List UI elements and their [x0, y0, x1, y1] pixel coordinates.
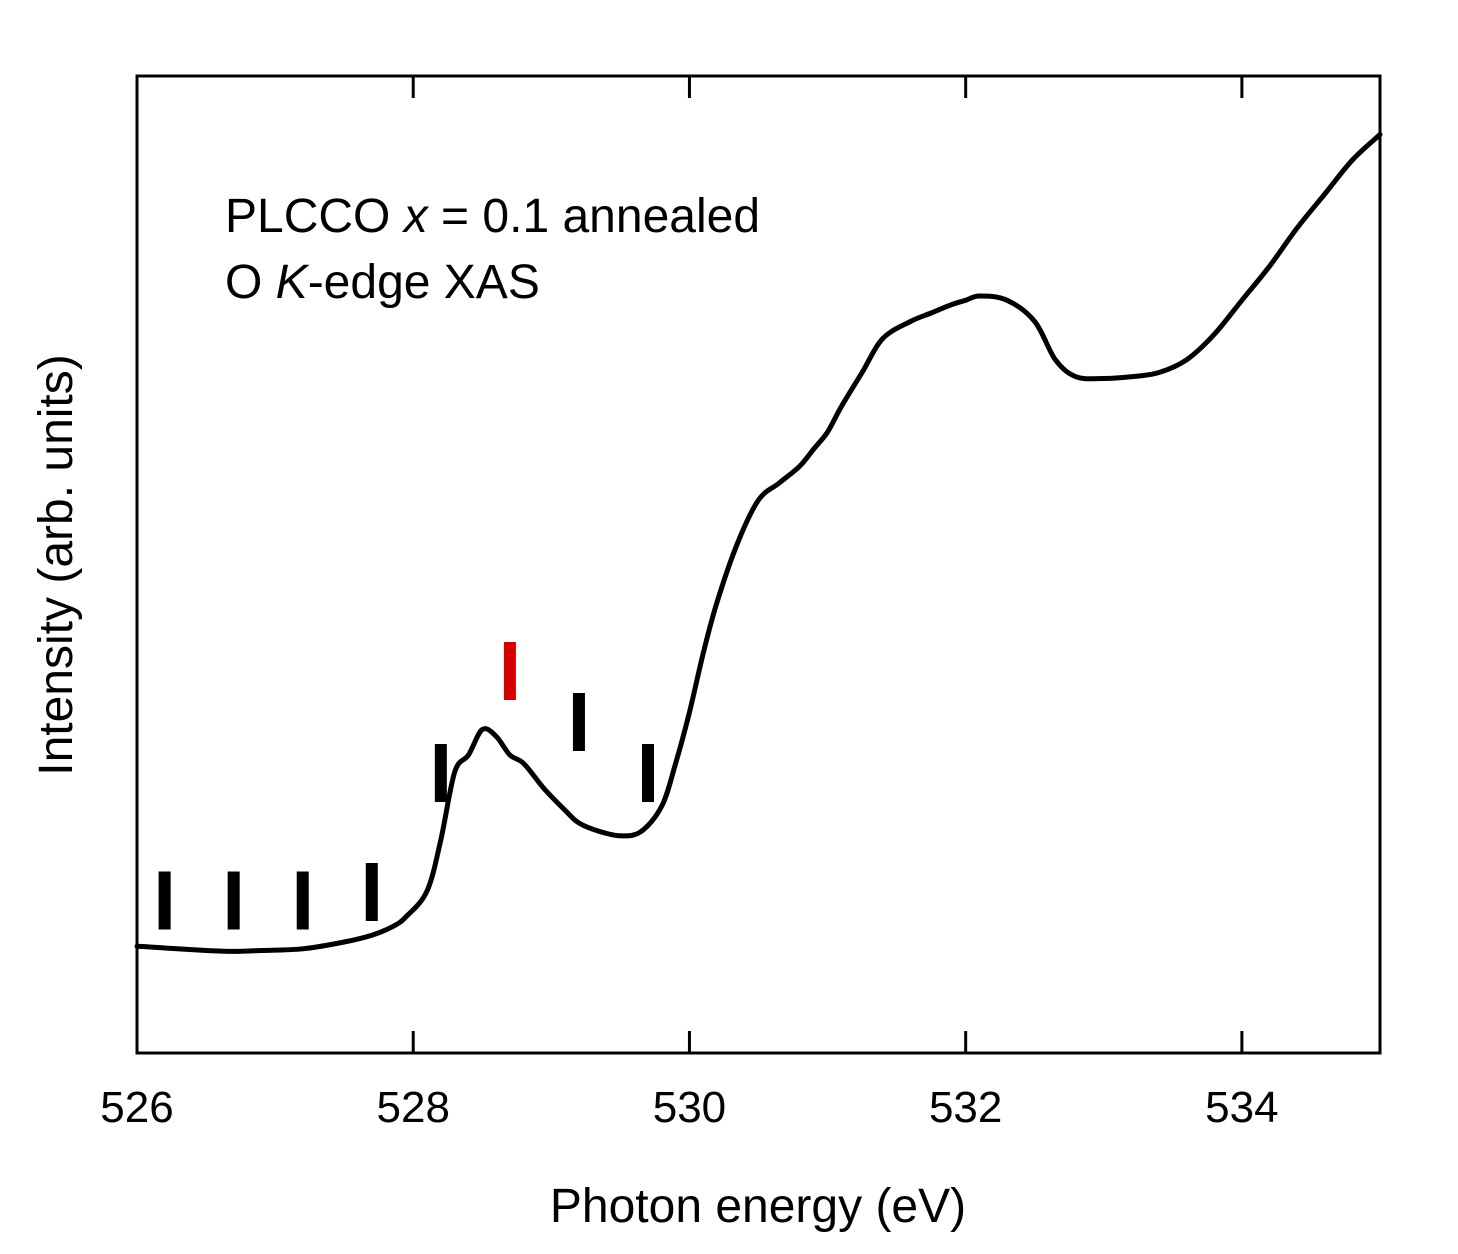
peak-marker-4	[365, 863, 378, 921]
x-tick-label-532: 532	[929, 1083, 1002, 1132]
x-tick-labels: 526 528 530 532 534	[100, 1083, 1278, 1132]
x-ticks	[135, 76, 1244, 1053]
peak-marker-2	[227, 871, 240, 930]
peak-marker-1	[158, 871, 171, 930]
peak-marker-3	[296, 871, 309, 930]
x-tick-label-528: 528	[377, 1083, 450, 1132]
annotation-line1: PLCCO x = 0.1 annealed	[225, 190, 760, 243]
peak-markers	[158, 642, 655, 930]
peak-marker-8	[642, 744, 655, 802]
annotation-line2: O K-edge XAS	[225, 256, 540, 309]
peak-marker-7	[572, 693, 585, 751]
peak-marker-5	[434, 744, 447, 802]
x-axis-title: Photon energy (eV)	[550, 1180, 966, 1233]
xas-curve	[134, 132, 1383, 954]
peak-marker-6	[503, 642, 516, 700]
plot-frame	[135, 74, 1382, 1055]
x-tick-label-534: 534	[1205, 1083, 1278, 1132]
x-tick-label-530: 530	[653, 1083, 726, 1132]
x-tick-label-526: 526	[100, 1083, 173, 1132]
y-axis-title: Intensity (arb. units)	[30, 354, 83, 776]
